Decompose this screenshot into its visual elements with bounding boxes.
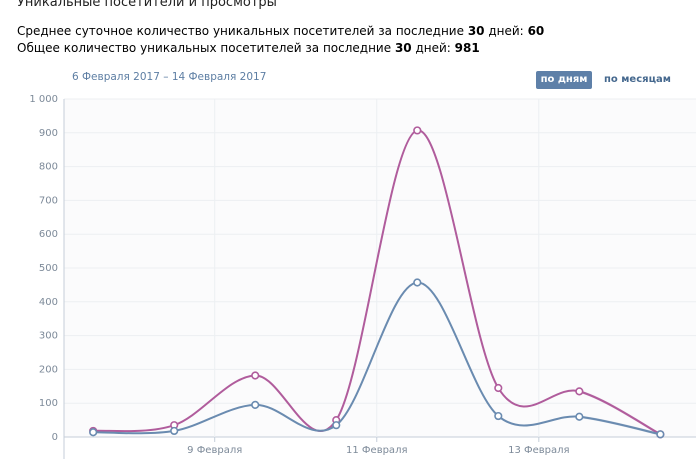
stat-value: 981 bbox=[454, 41, 480, 55]
point bbox=[332, 421, 341, 430]
point bbox=[251, 400, 260, 409]
point bbox=[494, 411, 503, 421]
y-tick-label: 700 bbox=[39, 195, 58, 206]
point bbox=[251, 371, 260, 380]
y-tick-label: 100 bbox=[39, 398, 58, 409]
y-tick-label: 600 bbox=[39, 229, 58, 240]
y-tick-label: 500 bbox=[39, 263, 58, 274]
stat-text: Общее количество уникальных посетителей … bbox=[17, 41, 392, 55]
stat-value: 60 bbox=[527, 24, 545, 38]
stat-text: Среднее суточное количество уникальных п… bbox=[17, 24, 464, 38]
y-tick-label: 200 bbox=[39, 364, 58, 375]
y-tick-label: 800 bbox=[39, 162, 58, 173]
point bbox=[656, 430, 665, 439]
stat: Общее количество уникальных посетителей … bbox=[17, 41, 480, 55]
point bbox=[575, 387, 584, 396]
line bbox=[93, 129, 661, 436]
period: 6 Февраля 2017 – 14 Февраля 2017 bbox=[72, 71, 267, 83]
point bbox=[575, 412, 584, 421]
x-tick-label: 11 Февраля bbox=[346, 445, 407, 456]
y-tick-label: 1 000 bbox=[29, 94, 58, 105]
day-button[interactable]: по дням bbox=[536, 71, 592, 89]
stat-days: 30 bbox=[467, 24, 485, 38]
stat-unit: дней: bbox=[415, 41, 451, 55]
point bbox=[89, 428, 98, 437]
line-fade bbox=[578, 390, 661, 436]
point bbox=[494, 383, 503, 393]
line-fade bbox=[579, 415, 661, 436]
stat: Среднее суточное количество уникальных п… bbox=[17, 24, 544, 38]
y-tick-label: 900 bbox=[39, 128, 58, 139]
point bbox=[413, 278, 422, 287]
x-tick-label: 13 Февраля bbox=[508, 445, 569, 456]
x-tick-label: 9 Февраля bbox=[187, 445, 242, 456]
point bbox=[170, 426, 179, 436]
line bbox=[93, 281, 661, 436]
y-tick-label: 400 bbox=[39, 297, 58, 308]
title: Уникальные посетители и просмотры bbox=[17, 0, 277, 10]
y-tick-label: 0 bbox=[52, 432, 58, 443]
stat-unit: дней: bbox=[488, 24, 524, 38]
month-button[interactable]: по месяцам bbox=[604, 74, 671, 85]
point bbox=[413, 126, 422, 135]
stat-days: 30 bbox=[394, 41, 412, 55]
y-tick-label: 300 bbox=[39, 331, 58, 342]
